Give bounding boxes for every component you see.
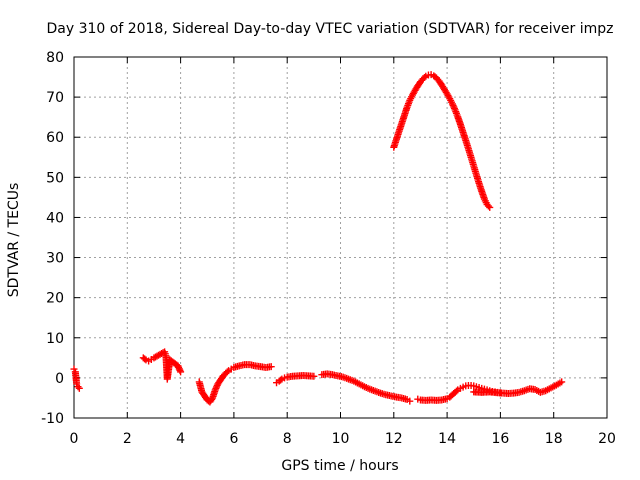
- y-tick-label: 50: [46, 170, 64, 186]
- data-point: [267, 363, 275, 371]
- data-point: [177, 368, 185, 376]
- y-tick-labels: -10 0 10 20 30 40 50 60 70 80: [41, 50, 64, 427]
- data-point: [310, 372, 318, 380]
- x-tick-label: 2: [123, 431, 132, 447]
- data-point: [223, 368, 231, 376]
- x-tick-label: 16: [491, 431, 509, 447]
- data-point: [406, 397, 414, 405]
- y-tick-label: 60: [46, 130, 64, 146]
- x-tick-label: 6: [229, 431, 238, 447]
- x-tick-label: 14: [438, 431, 456, 447]
- data-point: [75, 384, 83, 392]
- y-tick-label: 30: [46, 251, 64, 267]
- x-tick-label: 10: [332, 431, 350, 447]
- y-tick-label: 40: [46, 210, 64, 226]
- data-point: [141, 355, 149, 363]
- data-point: [558, 378, 566, 386]
- y-tick-label: 0: [55, 371, 64, 387]
- y-tick-label: -10: [41, 411, 64, 427]
- chart-title: Day 310 of 2018, Sidereal Day-to-day VTE…: [47, 21, 614, 37]
- x-tick-label: 20: [598, 431, 616, 447]
- y-tick-label: 70: [46, 90, 64, 106]
- x-tick-label: 0: [70, 431, 79, 447]
- x-tick-labels: 0 2 4 6 8 10 12 14 16 18 20: [70, 431, 616, 447]
- y-axis-title: SDTVAR / TECUs: [6, 183, 22, 298]
- data-points: [70, 71, 566, 406]
- x-tick-label: 18: [545, 431, 563, 447]
- x-tick-label: 4: [176, 431, 185, 447]
- data-point: [484, 202, 492, 210]
- x-axis-title: GPS time / hours: [281, 458, 398, 474]
- y-tick-label: 10: [46, 331, 64, 347]
- grid: [74, 57, 607, 418]
- data-point: [277, 376, 285, 384]
- x-tick-label: 8: [283, 431, 292, 447]
- data-point: [420, 73, 428, 81]
- x-tick-label: 12: [385, 431, 403, 447]
- y-tick-label: 80: [46, 50, 64, 66]
- axis-ticks: [73, 56, 608, 419]
- data-point: [486, 203, 494, 211]
- data-point: [452, 387, 460, 395]
- data-point: [74, 383, 82, 391]
- y-tick-label: 20: [46, 291, 64, 307]
